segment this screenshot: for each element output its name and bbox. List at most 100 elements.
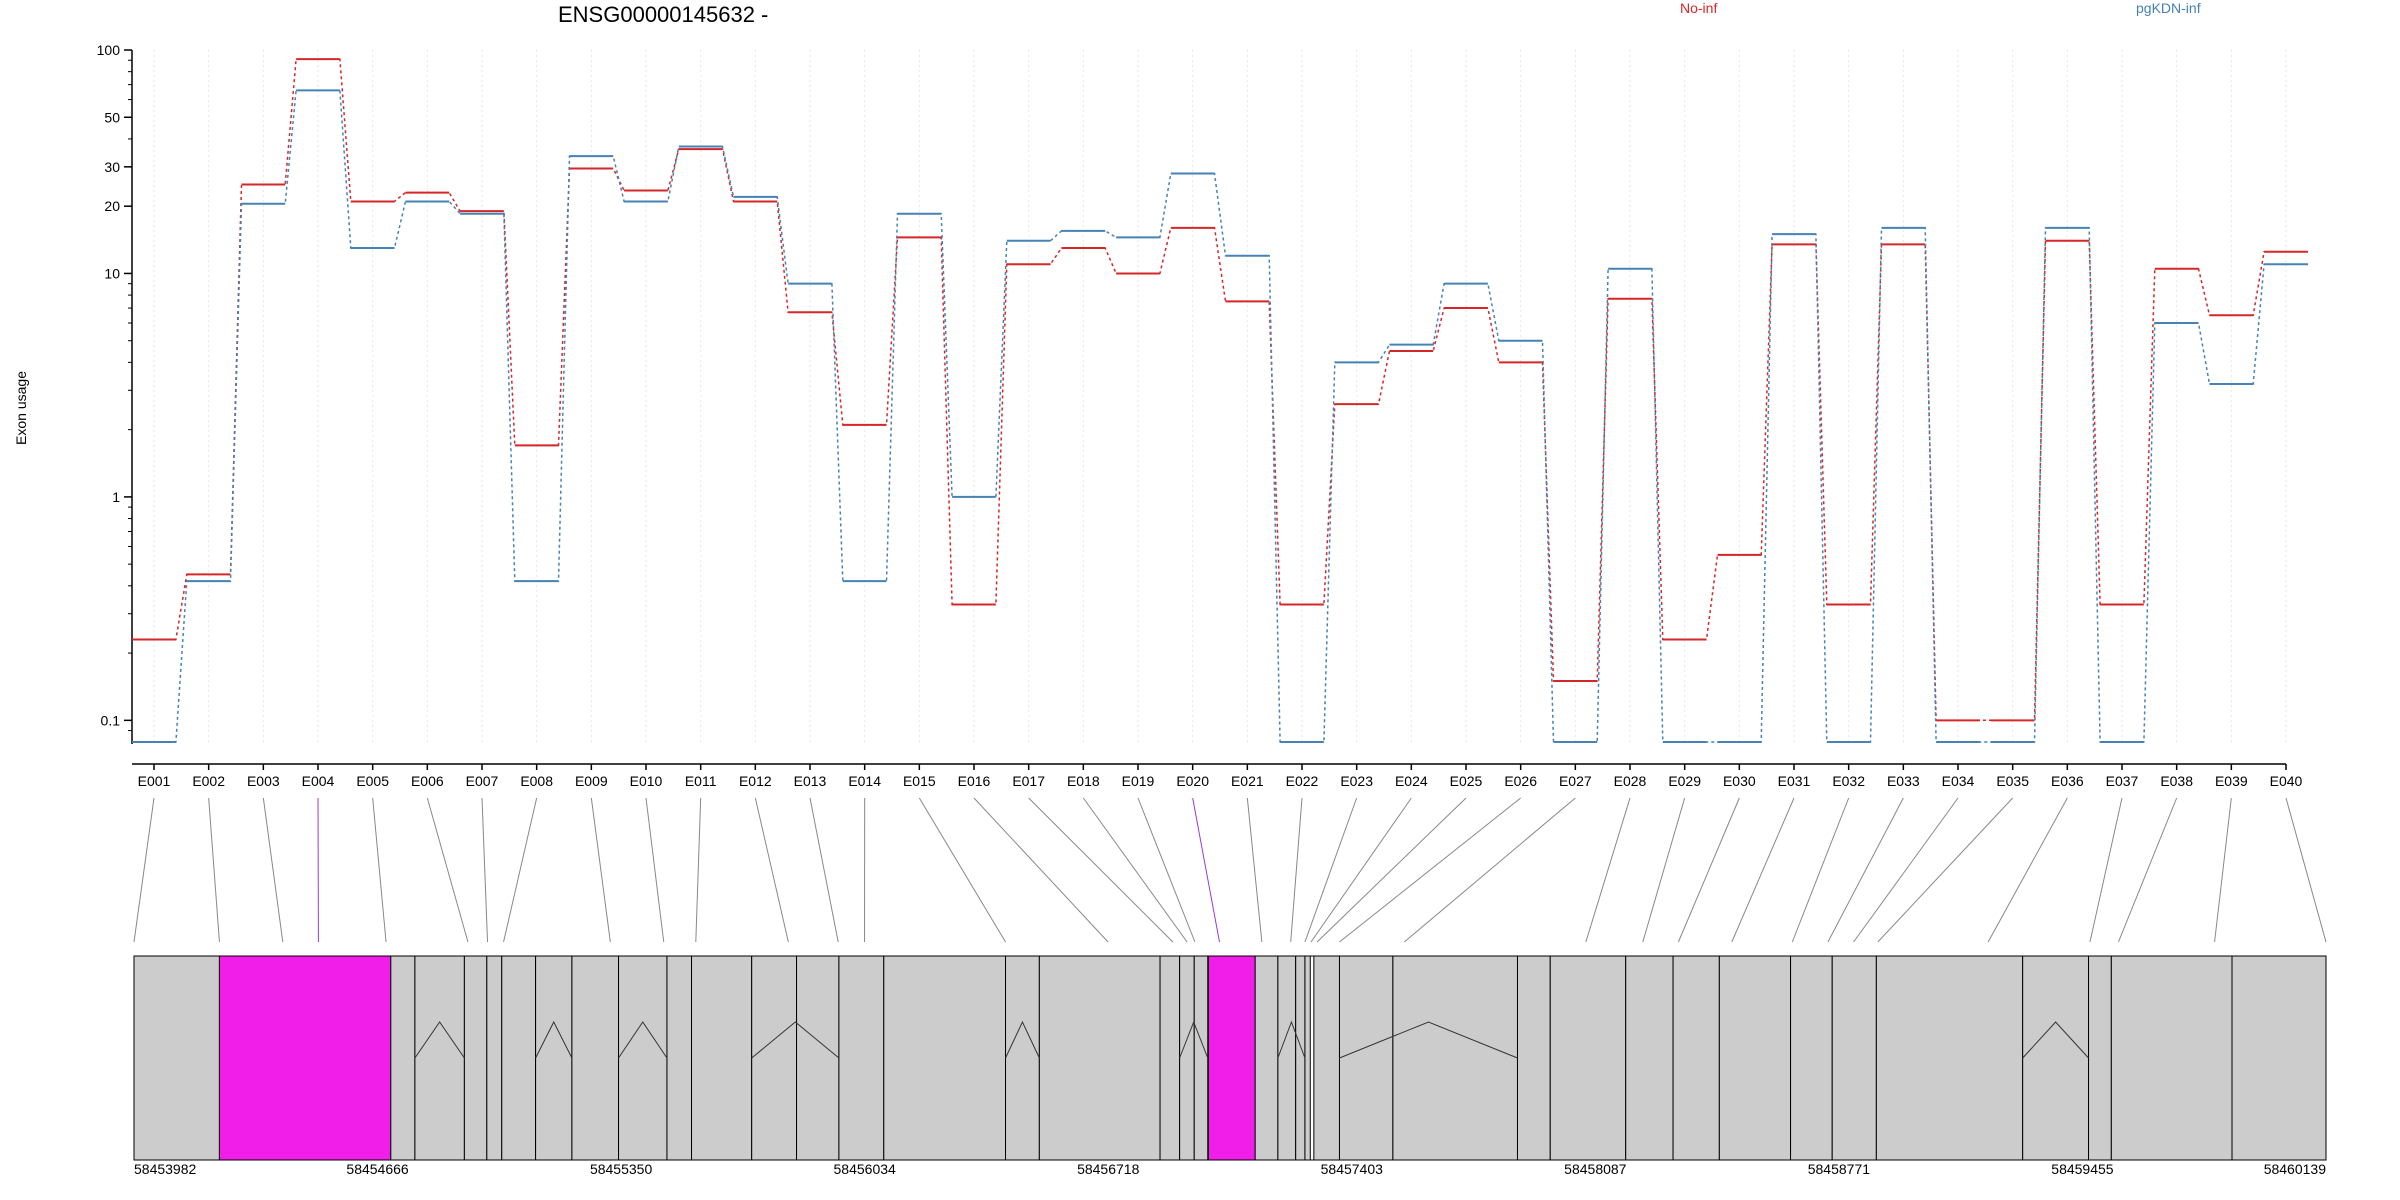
exon-label-e025: E025 xyxy=(1450,773,1483,789)
exon-block xyxy=(751,955,798,1161)
intron-line xyxy=(618,1021,668,1059)
coordinate-label: 58459455 xyxy=(2051,1161,2114,1177)
exon-connector xyxy=(481,797,489,943)
exon-label-e009: E009 xyxy=(575,773,608,789)
y-tick-label: 10 xyxy=(104,265,120,281)
exon-block xyxy=(1338,955,1394,1161)
exon-label-e003: E003 xyxy=(247,773,280,789)
exon-connector xyxy=(1791,797,1850,943)
exon-connector xyxy=(1290,797,1303,943)
exon-block xyxy=(414,955,465,1161)
axes: 0.1 1 10 20 30 50 100 E001 E002 E003 E004 E005 E006 E… xyxy=(97,42,2303,789)
highlighted-exon-block xyxy=(218,955,392,1161)
exon-block xyxy=(1193,955,1209,1161)
gene-model: 58453982 58454666 58455350 58456034 58456718… xyxy=(133,955,2327,1177)
exon-connector xyxy=(645,797,665,943)
vertical-grid xyxy=(153,50,2287,742)
exon-block xyxy=(133,955,220,1161)
exon-connector xyxy=(1192,797,1220,943)
exon-label-e032: E032 xyxy=(1832,773,1865,789)
exon-connector xyxy=(695,797,702,943)
exon-block xyxy=(1672,955,1720,1161)
exon-connector xyxy=(1987,797,2068,943)
exon-connector xyxy=(2117,797,2178,943)
exon-label-e024: E024 xyxy=(1395,773,1428,789)
exon-connector xyxy=(2285,797,2327,943)
exon-label-e029: E029 xyxy=(1668,773,1701,789)
exon-connector xyxy=(1082,797,1188,943)
exon-connector xyxy=(1246,797,1263,943)
intron-line xyxy=(1339,1021,1518,1059)
exon-block xyxy=(883,955,1007,1161)
y-axis-label: Exon usage xyxy=(13,371,29,445)
exon-block xyxy=(1831,955,1877,1161)
exon-block xyxy=(666,955,693,1161)
exon-label-e011: E011 xyxy=(685,773,717,789)
exon-label-e039: E039 xyxy=(2215,773,2248,789)
coordinate-label: 58453982 xyxy=(134,1161,197,1177)
exon-block xyxy=(618,955,668,1161)
intron-line xyxy=(2022,1021,2089,1059)
exon-label-e033: E033 xyxy=(1887,773,1920,789)
exon-label-e013: E013 xyxy=(794,773,827,789)
intron-line xyxy=(1179,1020,1209,1059)
exon-block xyxy=(2022,955,2090,1161)
exon-block xyxy=(796,955,840,1161)
exon-label-e036: E036 xyxy=(2051,773,2084,789)
highlighted-exon-block xyxy=(1207,955,1256,1161)
exon-label-e018: E018 xyxy=(1067,773,1100,789)
exon-label-e002: E002 xyxy=(192,773,225,789)
y-tick-label: 30 xyxy=(104,159,120,175)
exon-connector xyxy=(1028,797,1174,943)
exon-connector xyxy=(809,797,839,943)
coordinate-label: 58458771 xyxy=(1808,1161,1871,1177)
exon-label-e023: E023 xyxy=(1340,773,1373,789)
exon-label-e030: E030 xyxy=(1723,773,1756,789)
coordinate-label: 58456718 xyxy=(1077,1161,1140,1177)
legend-entry-no-inf: No-inf xyxy=(1680,0,1717,16)
exon-label-e020: E020 xyxy=(1176,773,1209,789)
exon-block xyxy=(535,955,573,1161)
exon-block xyxy=(1392,955,1518,1161)
exon-block xyxy=(390,955,416,1161)
exon-connector xyxy=(133,797,155,943)
exon-connector xyxy=(590,797,611,943)
exon-connector xyxy=(2089,797,2123,943)
exon-label-e028: E028 xyxy=(1614,773,1647,789)
y-tick-label: 50 xyxy=(104,109,120,125)
exon-block xyxy=(571,955,620,1161)
exon-connector xyxy=(754,797,789,943)
exon-connector xyxy=(1339,797,1521,943)
exon-connector xyxy=(1137,797,1196,943)
exon-label-e040: E040 xyxy=(2270,773,2303,789)
series-line-pgkdn-inf xyxy=(132,89,2308,743)
exon-block xyxy=(463,955,488,1161)
exon-connector xyxy=(1642,797,1686,943)
exon-connector xyxy=(1403,797,1576,943)
exon-block xyxy=(1159,955,1181,1161)
exon-label-e037: E037 xyxy=(2106,773,2139,789)
y-tick-label: 20 xyxy=(104,198,120,214)
intron-line xyxy=(414,1021,465,1059)
exon-block xyxy=(2088,955,2112,1161)
exon-block xyxy=(2110,955,2233,1161)
exon-label-e016: E016 xyxy=(958,773,991,789)
exon-label-e005: E005 xyxy=(356,773,389,789)
exon-connector xyxy=(1877,797,2014,943)
exon-connector xyxy=(503,797,538,943)
exon-label-e012: E012 xyxy=(739,773,772,789)
exon-connector xyxy=(372,797,387,943)
exon-label-e004: E004 xyxy=(302,773,335,789)
exon-label-e015: E015 xyxy=(903,773,936,789)
exon-label-e031: E031 xyxy=(1778,773,1811,789)
exon-connector xyxy=(1731,797,1795,943)
exon-label-e027: E027 xyxy=(1559,773,1592,789)
exon-label-e021: E021 xyxy=(1231,773,1264,789)
series-lines xyxy=(132,58,2308,743)
exon-label-e035: E035 xyxy=(1996,773,2029,789)
exon-block xyxy=(1304,955,1311,1161)
coordinate-label: 58457403 xyxy=(1321,1161,1384,1177)
exon-block xyxy=(1313,955,1340,1161)
exon-block xyxy=(1625,955,1674,1161)
intron-line xyxy=(535,1020,573,1059)
